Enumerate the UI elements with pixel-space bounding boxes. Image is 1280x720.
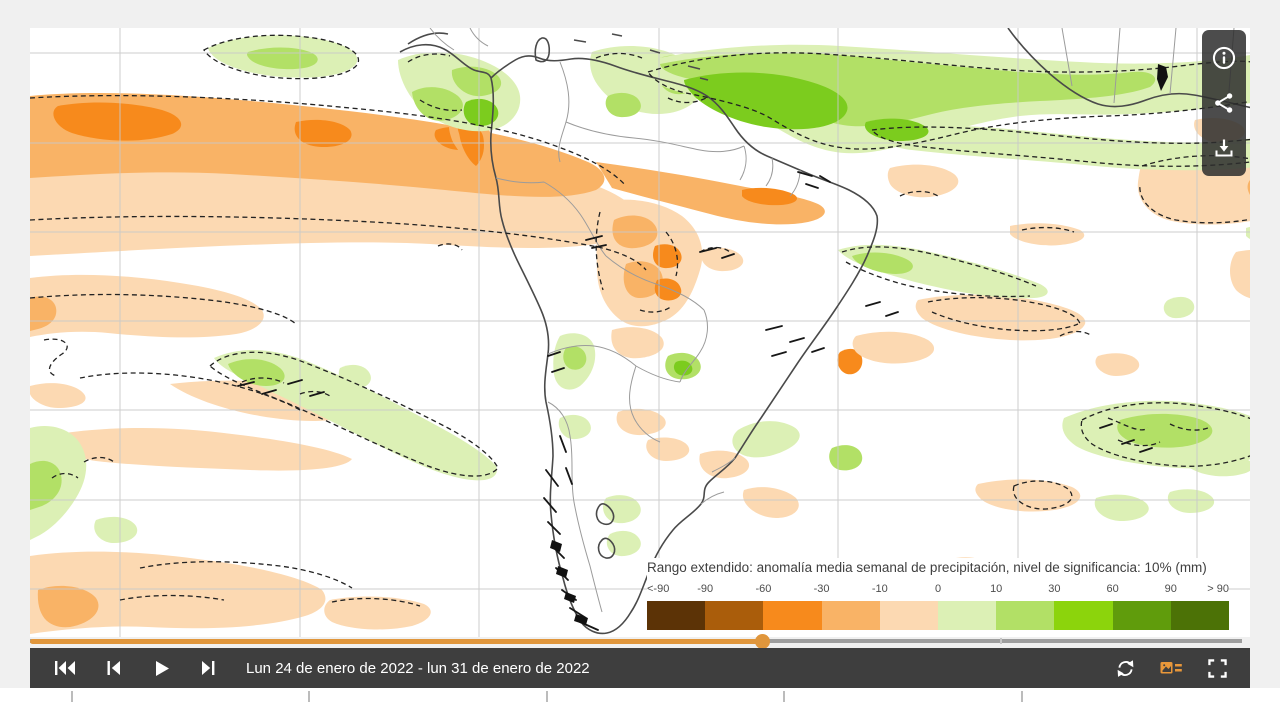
timeline-slider[interactable] (30, 634, 1242, 649)
legend-tick: 10 (990, 583, 1003, 595)
info-button[interactable] (1209, 43, 1239, 73)
legend-tick: > 90 (1207, 583, 1229, 595)
legend-swatch (821, 601, 880, 630)
ruler-tick (71, 691, 73, 702)
legend-swatch (879, 601, 939, 630)
play-button[interactable] (150, 658, 172, 678)
playback-toolbar: Lun 24 de enero de 2022 - lun 31 de ener… (30, 648, 1250, 688)
skip-to-start-button[interactable] (54, 658, 76, 678)
ruler-tick (308, 691, 310, 702)
map-tools-panel (1202, 30, 1246, 176)
legend-tick: 30 (1048, 583, 1061, 595)
fullscreen-icon (1207, 658, 1227, 678)
legend-tick: 0 (934, 583, 942, 595)
toolbar-right-buttons (1114, 658, 1228, 678)
step-forward-icon (202, 661, 215, 675)
legend-tick: -90 (697, 583, 714, 595)
legend-swatch (996, 601, 1055, 630)
share-button[interactable] (1209, 88, 1239, 118)
legend-tick: -30 (813, 583, 830, 595)
download-button[interactable] (1209, 133, 1239, 163)
legend-tick: -10 (871, 583, 888, 595)
play-icon (155, 660, 169, 676)
legend-swatch (763, 601, 822, 630)
bottom-timeline-ruler (0, 688, 1280, 720)
ruler-tick (783, 691, 785, 702)
loop-button[interactable] (1114, 658, 1136, 678)
legend-tick: <-90 (647, 583, 670, 595)
timeline-marker (999, 638, 1002, 644)
info-icon (1212, 47, 1236, 70)
loop-icon (1117, 659, 1133, 677)
lat-lon-grid (30, 28, 1250, 637)
legend-tick-labels: <-90 -90 -60 -30 -10 0 10 30 60 90 > 90 (647, 583, 1229, 597)
map-canvas[interactable] (30, 28, 1250, 637)
playback-buttons (54, 658, 220, 678)
legend-swatch (1112, 601, 1171, 630)
skip-to-start-icon (55, 661, 75, 675)
ruler-tick (546, 691, 548, 702)
step-forward-button[interactable] (198, 658, 220, 678)
legend-tick: 90 (1164, 583, 1177, 595)
country-borders (429, 28, 1235, 613)
legend-swatch (1054, 601, 1113, 630)
timeline-handle[interactable] (755, 634, 771, 649)
legend-swatch (647, 601, 706, 630)
step-backward-button[interactable] (102, 658, 124, 678)
timeline-progress (30, 638, 763, 644)
legend-panel: Rango extendido: anomalía media semanal … (647, 558, 1230, 637)
legend-swatch (1170, 601, 1230, 630)
legend-swatch (938, 601, 997, 630)
fullscreen-button[interactable] (1206, 658, 1228, 678)
share-icon (1215, 93, 1233, 113)
legend-tick: -60 (755, 583, 772, 595)
toggle-legend-button[interactable] (1160, 658, 1182, 678)
toggle-legend-icon (1160, 662, 1182, 674)
legend-swatch (705, 601, 764, 630)
download-icon (1215, 139, 1233, 157)
legend-color-scale (647, 601, 1230, 630)
significance-contours (30, 34, 1250, 607)
ruler-tick (1021, 691, 1023, 702)
date-range-label: Lun 24 de enero de 2022 - lun 31 de ener… (246, 659, 590, 677)
patagonia-relief (550, 64, 1168, 625)
legend-tick: 60 (1106, 583, 1119, 595)
precipitation-anomaly-layer (30, 93, 1250, 634)
step-backward-icon (107, 661, 120, 675)
legend-title: Rango extendido: anomalía media semanal … (647, 560, 1207, 575)
terrain-scribbles (237, 171, 1153, 631)
